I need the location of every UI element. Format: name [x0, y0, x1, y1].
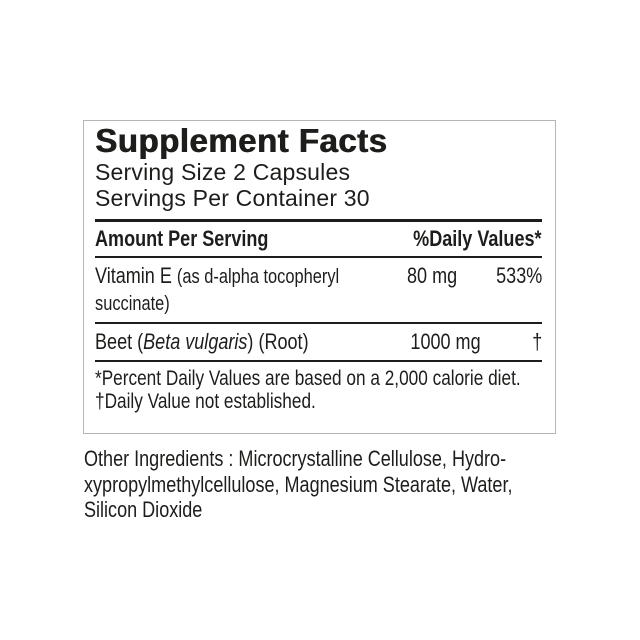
- other-ingredients-text: Other Ingredients : Microcrystalline Cel…: [84, 446, 507, 471]
- table-row-vitamin-e: Vitamin E (as d-alpha tocopheryl succina…: [95, 258, 542, 322]
- other-ingredients-line: xypropylmethylcellulose, Magnesium Stear…: [84, 472, 604, 498]
- footnote-percent-daily-values: *Percent Daily Values are based on a 2,0…: [95, 367, 542, 391]
- column-header-amount-per-serving: Amount Per Serving: [95, 225, 269, 251]
- other-ingredients-line: Other Ingredients : Microcrystalline Cel…: [84, 446, 604, 472]
- other-ingredients: Other Ingredients : Microcrystalline Cel…: [84, 446, 604, 523]
- ingredient-amount-cell: 80 mg: [395, 263, 457, 289]
- ingredient-name-cell: Beet (Beta vulgaris) (Root): [95, 329, 395, 355]
- divider-row-2: [95, 359, 542, 362]
- servings-per-container-text: Servings Per Container 30: [95, 185, 370, 211]
- column-header-daily-values: %Daily Values*: [413, 225, 542, 251]
- other-ingredients-text: xypropylmethylcellulose, Magnesium Stear…: [84, 471, 513, 497]
- ingredient-name-suffix: ) (Root): [247, 328, 309, 354]
- other-ingredients-line: Silicon Dioxide: [84, 497, 604, 523]
- ingredient-amount: 80 mg: [406, 262, 457, 288]
- supplement-facts-panel: Supplement Facts Serving Size 2 Capsules…: [83, 120, 556, 434]
- table-header-row: Amount Per Serving %Daily Values*: [95, 222, 542, 256]
- ingredient-name-detail: (as d-alpha tocopheryl succinate): [95, 265, 340, 315]
- ingredient-name-cell: Vitamin E (as d-alpha tocopheryl succina…: [95, 263, 395, 317]
- ingredient-daily-value-cell: †: [481, 329, 542, 355]
- panel-title: Supplement Facts: [95, 122, 388, 159]
- footnotes: *Percent Daily Values are based on a 2,0…: [95, 367, 542, 414]
- ingredient-daily-value-cell: 533%: [457, 263, 542, 289]
- divider-header: [95, 255, 542, 258]
- serving-size-text: Serving Size 2 Capsules: [95, 159, 351, 185]
- table-row-beet: Beet (Beta vulgaris) (Root) 1000 mg †: [95, 324, 542, 360]
- ingredient-name-prefix: Beet (: [95, 328, 144, 354]
- ingredient-name-scientific: Beta vulgaris: [143, 328, 248, 354]
- dagger-symbol: †: [531, 328, 542, 354]
- ingredient-amount-cell: 1000 mg: [395, 328, 481, 355]
- ingredient-name-main: Vitamin E: [95, 262, 172, 288]
- divider-row-1: [95, 321, 542, 324]
- ingredient-amount: 1000 mg: [410, 328, 481, 354]
- footnote-text: *Percent Daily Values are based on a 2,0…: [95, 366, 521, 390]
- divider-top: [95, 219, 542, 222]
- footnote-daily-value-not-established: †Daily Value not established.: [95, 390, 542, 414]
- footnote-text: †Daily Value not established.: [95, 390, 316, 413]
- ingredient-daily-value: 533%: [495, 262, 542, 288]
- other-ingredients-text: Silicon Dioxide: [84, 497, 203, 522]
